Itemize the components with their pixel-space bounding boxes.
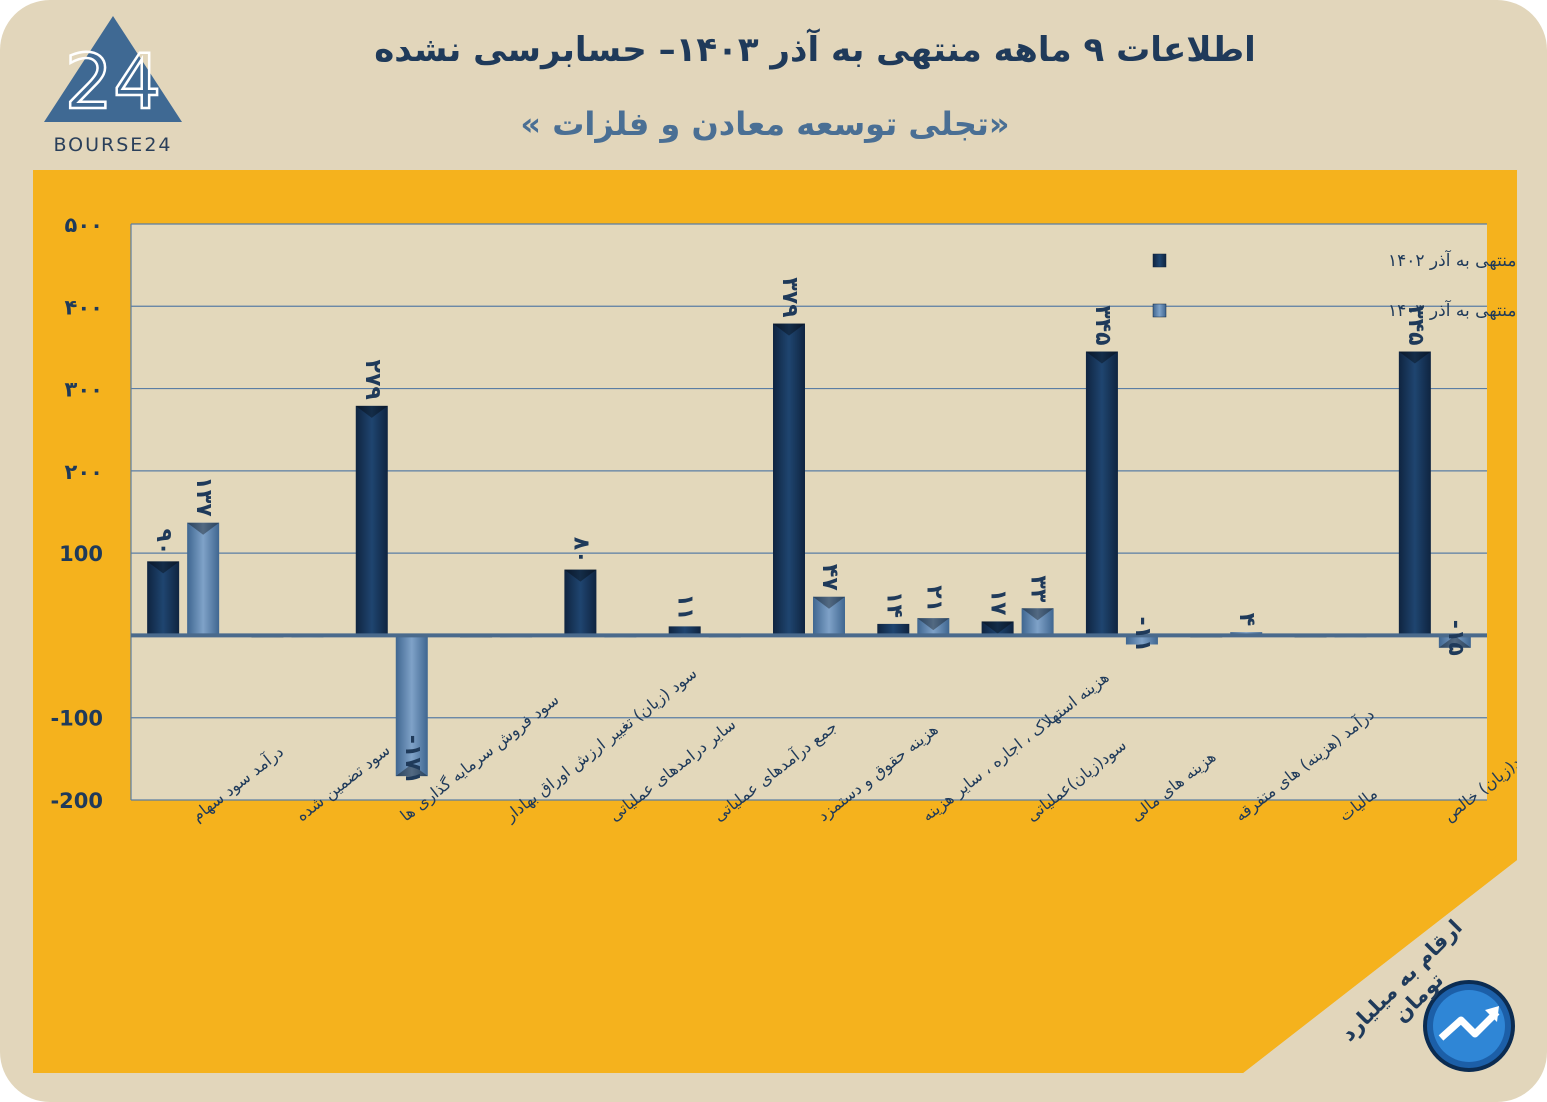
bar-series2 (917, 618, 950, 636)
legend-item: عملکرد منتهی به آذر ۱۴۰۳ (1152, 299, 1517, 321)
y-tick-label: ۵۰۰ (65, 213, 103, 237)
data-label: -۱۷۱ (400, 735, 425, 784)
bar-series1 (773, 323, 805, 636)
data-label: ۳۳ (1026, 575, 1051, 602)
svg-text:عملکرد منتهی به آذر ۱۴۰۳: عملکرد منتهی به آذر ۱۴۰۳ (1388, 299, 1517, 321)
bar-series1 (564, 569, 597, 636)
chart-panel: ۵۰۰ ۴۰۰ ۳۰۰ ۲۰۰ 100 -100 -200 ۹۰ ۲۷۹ ۸۰ ۱۱ ۳۷۹ ۱۴ ۱۷… (33, 170, 1517, 1073)
data-label: ۲۷۹ (360, 360, 385, 400)
chart-subtitle: «تجلی توسعه معادن و فلزات » (520, 105, 1010, 143)
y-tick-label: -100 (50, 707, 103, 731)
bar-series2 (187, 522, 220, 636)
data-label: ۸۰ (568, 537, 593, 564)
data-label: ۹۰ (151, 529, 176, 556)
bourse24-logo: 24 BOURSE24 (44, 16, 182, 156)
data-label: ۱۴ (881, 591, 906, 618)
trend-icon (1423, 980, 1515, 1072)
bar-series2 (1021, 608, 1054, 636)
data-label: ۱۷ (986, 589, 1011, 616)
y-tick-label: 100 (59, 542, 103, 566)
y-tick-label: ۴۰۰ (65, 295, 103, 319)
data-label: ۳۴۵ (1090, 305, 1115, 345)
bar-series2 (395, 635, 428, 777)
data-label: -۱۱ (1130, 616, 1155, 652)
plot-area (131, 224, 1487, 800)
corner-stripe (1218, 840, 1517, 1073)
bar-series1 (877, 623, 910, 636)
bar-series1 (1085, 351, 1118, 636)
svg-text:24: 24 (65, 37, 162, 126)
data-label: ۴۷ (817, 564, 842, 591)
data-label: ۳۷۹ (777, 277, 802, 317)
chart-title: اطلاعات ۹ ماهه منتهی به آذر ۱۴۰۳– حسابرس… (374, 30, 1256, 70)
y-tick-label: ۳۰۰ (65, 378, 103, 402)
svg-text:BOURSE24: BOURSE24 (53, 134, 172, 156)
svg-text:عملکرد منتهی به آذر ۱۴۰۲: عملکرد منتهی به آذر ۱۴۰۲ (1388, 249, 1517, 271)
data-label: ۳۴۵ (1403, 305, 1428, 345)
data-label: ۱۳۷ (191, 476, 216, 517)
data-label: ۲۱ (921, 585, 946, 612)
bar-series2 (1125, 635, 1158, 645)
y-tick-label: -200 (50, 789, 103, 813)
data-label: ۱۱ (673, 594, 698, 621)
bar-series1 (1398, 351, 1431, 636)
y-tick-label: ۲۰۰ (65, 460, 103, 484)
bar-series1 (355, 405, 388, 636)
data-label: -۱۵ (1443, 620, 1468, 656)
bar-series1 (147, 561, 180, 636)
bar-series1 (668, 626, 701, 636)
bar-series1 (981, 621, 1014, 636)
bar-series2 (813, 596, 845, 636)
data-label: ۴ (1234, 613, 1259, 626)
legend-item: عملکرد منتهی به آذر ۱۴۰۲ (1152, 249, 1517, 271)
bar-chart: ۵۰۰ ۴۰۰ ۳۰۰ ۲۰۰ 100 -100 -200 ۹۰ ۲۷۹ ۸۰ ۱۱ ۳۷۹ ۱۴ ۱۷… (50, 213, 1517, 1073)
bar-series2 (1438, 635, 1471, 648)
